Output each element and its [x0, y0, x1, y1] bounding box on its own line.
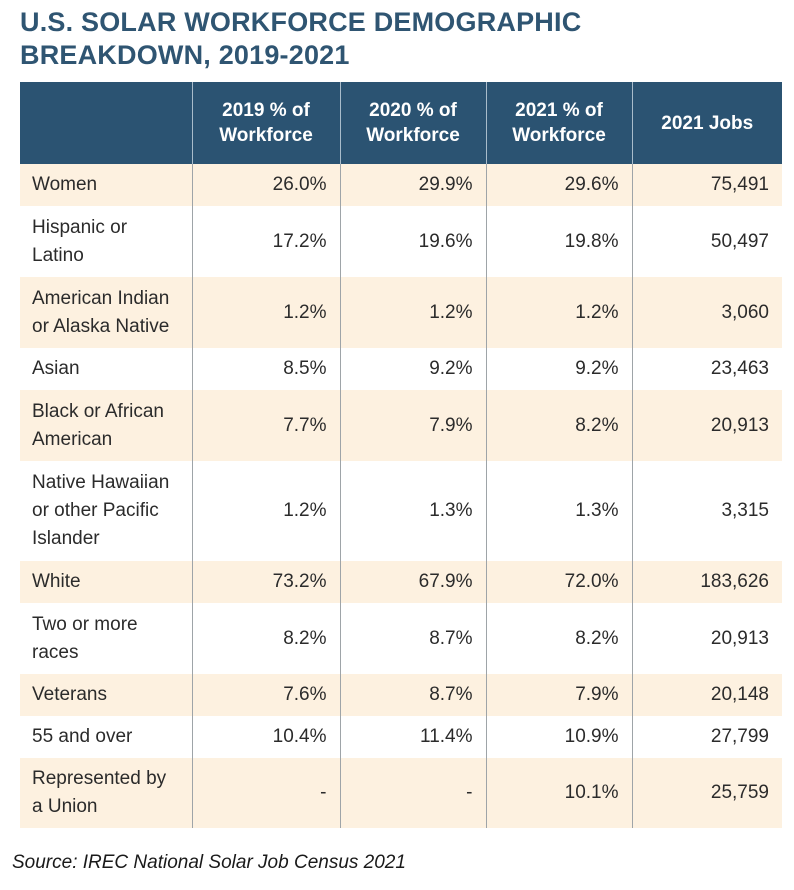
table-row: 55 and over 10.4% 11.4% 10.9% 27,799 [20, 716, 782, 758]
row-label: 55 and over [32, 726, 133, 747]
table-row: Represented by a Union - - 10.1% 25,759 [20, 758, 782, 828]
cell-2021: 1.3% [485, 461, 632, 561]
cell-2020: 11.4% [339, 716, 486, 758]
row-label: Hispanic or Latino [32, 216, 128, 266]
table-row: Black or African American 7.7% 7.9% 8.2%… [20, 390, 782, 461]
row-label: Two or more races [32, 613, 138, 663]
cell-2020: 1.3% [339, 461, 486, 561]
header-2020-line2: Workforce [366, 125, 460, 146]
title-line-1: U.S. SOLAR WORKFORCE DEMOGRAPHIC [20, 7, 582, 37]
row-label: American Indian or Alaska Native [20, 277, 192, 348]
cell-2019: - [191, 758, 340, 828]
cell-2019: 1.2% [191, 277, 340, 348]
cell-2020: - [339, 758, 486, 828]
cell-2019: 1.2% [191, 461, 340, 561]
cell-2021: 8.2% [485, 390, 632, 461]
row-label: White [20, 561, 192, 603]
title-line-2: BREAKDOWN, 2019-2021 [20, 40, 350, 70]
cell-2020: 7.9% [339, 390, 486, 461]
cell-2020: 67.9% [339, 561, 486, 603]
header-jobs-label: 2021 Jobs [661, 112, 754, 134]
cell-2021: 10.9% [485, 716, 632, 758]
cell-2021: 7.9% [485, 674, 632, 716]
table-row: White 73.2% 67.9% 72.0% 183,626 [20, 561, 782, 603]
table-row: Hispanic or Latino 17.2% 19.6% 19.8% 50,… [20, 206, 782, 277]
cell-2021: 8.2% [485, 603, 632, 674]
table-row: Two or more races 8.2% 8.7% 8.2% 20,913 [20, 603, 782, 674]
header-2021-jobs: 2021 Jobs [631, 82, 782, 164]
header-2021-line2: Workforce [512, 125, 606, 146]
table-row: American Indian or Alaska Native 1.2% 1.… [20, 277, 782, 348]
cell-2021: 19.8% [485, 206, 632, 277]
cell-jobs: 25,759 [631, 758, 782, 828]
row-label: Native Hawaiian or other Pacific Islande… [32, 472, 170, 549]
cell-2021: 9.2% [485, 348, 632, 390]
cell-jobs: 183,626 [631, 561, 782, 603]
cell-2019: 8.2% [191, 603, 340, 674]
cell-2021: 29.6% [485, 164, 632, 206]
demographics-table: 2019 % of Workforce 2020 % of Workforce … [20, 82, 782, 828]
table-header-row: 2019 % of Workforce 2020 % of Workforce … [20, 82, 782, 164]
cell-jobs: 75,491 [631, 164, 782, 206]
cell-2020: 9.2% [339, 348, 486, 390]
row-label: Represented by a Union [20, 758, 192, 828]
cell-jobs: 20,913 [631, 390, 782, 461]
cell-2019: 73.2% [191, 561, 340, 603]
cell-2019: 8.5% [191, 348, 340, 390]
cell-jobs: 20,148 [631, 674, 782, 716]
row-label: Women [20, 164, 192, 206]
cell-jobs: 3,060 [631, 277, 782, 348]
cell-2020: 1.2% [339, 277, 486, 348]
header-2020-line1: 2020 % of [369, 100, 457, 121]
header-category [20, 82, 192, 164]
cell-jobs: 27,799 [631, 716, 782, 758]
cell-2021: 10.1% [485, 758, 632, 828]
row-label: Veterans [20, 674, 192, 716]
table-row: Native Hawaiian or other Pacific Islande… [20, 461, 782, 561]
header-2019-percent: 2019 % of Workforce [191, 82, 340, 164]
row-label: Asian [32, 358, 80, 379]
header-2020-percent: 2020 % of Workforce [339, 82, 486, 164]
table-row: Asian 8.5% 9.2% 9.2% 23,463 [20, 348, 782, 390]
cell-2019: 17.2% [191, 206, 340, 277]
row-label: Black or African American [20, 390, 192, 461]
cell-2019: 7.6% [191, 674, 340, 716]
cell-jobs: 50,497 [631, 206, 782, 277]
cell-2020: 29.9% [339, 164, 486, 206]
cell-jobs: 3,315 [631, 461, 782, 561]
header-2019-line1: 2019 % of [222, 100, 310, 121]
cell-jobs: 20,913 [631, 603, 782, 674]
cell-2020: 19.6% [339, 206, 486, 277]
table-row: Women 26.0% 29.9% 29.6% 75,491 [20, 164, 782, 206]
page-title: U.S. SOLAR WORKFORCE DEMOGRAPHIC BREAKDO… [20, 6, 780, 72]
header-2021-line1: 2021 % of [515, 100, 603, 121]
cell-2020: 8.7% [339, 603, 486, 674]
cell-2021: 72.0% [485, 561, 632, 603]
cell-2019: 7.7% [191, 390, 340, 461]
cell-jobs: 23,463 [631, 348, 782, 390]
header-2021-percent: 2021 % of Workforce [485, 82, 632, 164]
table-row: Veterans 7.6% 8.7% 7.9% 20,148 [20, 674, 782, 716]
source-note: Source: IREC National Solar Job Census 2… [12, 852, 406, 873]
cell-2020: 8.7% [339, 674, 486, 716]
cell-2019: 26.0% [191, 164, 340, 206]
cell-2021: 1.2% [485, 277, 632, 348]
cell-2019: 10.4% [191, 716, 340, 758]
header-2019-line2: Workforce [219, 125, 313, 146]
